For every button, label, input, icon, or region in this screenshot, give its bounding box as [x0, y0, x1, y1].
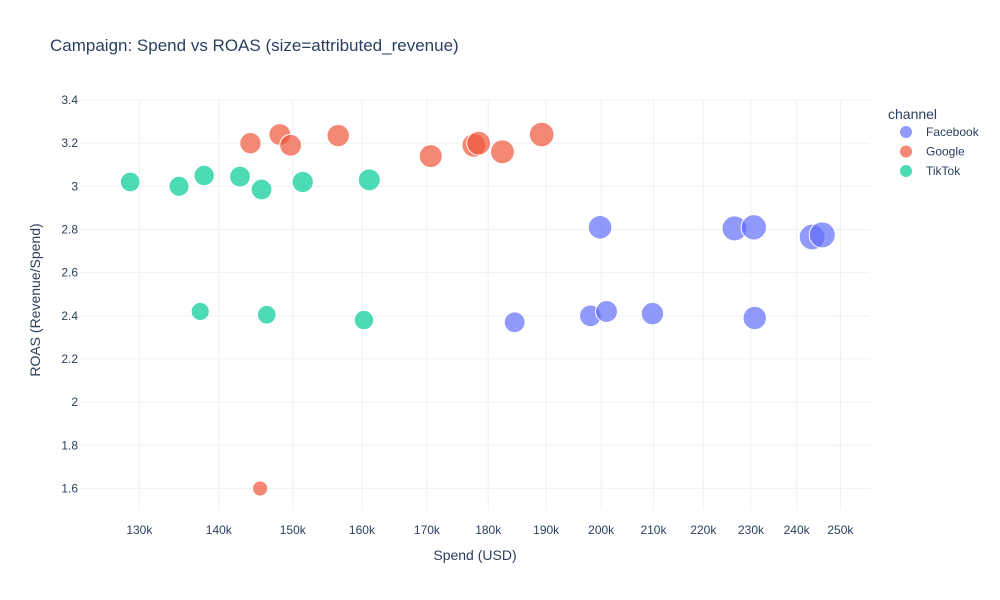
series-facebook: [503, 214, 836, 334]
data-point[interactable]: [193, 164, 215, 187]
legend-title: channel: [888, 106, 937, 122]
data-point[interactable]: [168, 175, 190, 197]
legend-marker: [900, 126, 912, 138]
y-tick-label: 3.4: [61, 93, 78, 107]
x-tick-label: 220k: [690, 523, 717, 537]
x-tick-label: 250k: [827, 523, 854, 537]
data-point[interactable]: [190, 301, 210, 322]
legend-marker: [900, 145, 912, 158]
x-tick-label: 200k: [588, 523, 615, 537]
data-point[interactable]: [353, 309, 375, 331]
y-tick-label: 3: [71, 179, 78, 193]
x-axis-ticks: 130k 140k 150k 160k 170k 180k 190k 200k 210k 220k…: [126, 523, 854, 537]
x-tick-label: 150k: [280, 523, 307, 537]
data-point[interactable]: [252, 480, 269, 497]
y-axis-ticks: 1.6 1.8 2 2.2 2.4 2.6 2.8 3 3.2 3.4: [61, 93, 78, 495]
x-tick-label: 190k: [533, 523, 560, 537]
x-tick-label: 130k: [126, 523, 153, 537]
x-axis-title: Spend (USD): [433, 547, 516, 563]
y-tick-label: 2.8: [61, 222, 78, 236]
y-tick-label: 3.2: [61, 136, 78, 150]
data-point[interactable]: [119, 171, 141, 193]
series-google: [239, 121, 555, 497]
data-point[interactable]: [587, 215, 613, 240]
legend-label: Google: [926, 145, 965, 159]
data-point[interactable]: [595, 299, 618, 323]
x-tick-label: 230k: [738, 523, 765, 537]
data-point[interactable]: [256, 304, 277, 325]
x-tick-label: 240k: [784, 523, 811, 537]
data-point[interactable]: [503, 311, 526, 334]
y-tick-label: 2: [71, 395, 78, 409]
data-point[interactable]: [418, 144, 443, 169]
x-tick-label: 210k: [640, 523, 667, 537]
series-tiktok: [119, 164, 381, 331]
data-point[interactable]: [742, 305, 767, 331]
y-tick-label: 1.8: [61, 438, 78, 452]
x-tick-label: 180k: [475, 523, 502, 537]
y-axis-title: ROAS (Revenue/Spend): [27, 223, 43, 376]
legend-label: TikTok: [926, 164, 961, 178]
data-point[interactable]: [489, 139, 515, 165]
points-layer: [119, 121, 836, 497]
x-tick-label: 170k: [414, 523, 441, 537]
y-tick-label: 2.4: [61, 309, 78, 323]
legend: channel Facebook Google TikTok: [888, 106, 980, 178]
data-point[interactable]: [229, 165, 251, 188]
legend-item-google[interactable]: Google: [900, 145, 965, 159]
y-tick-label: 1.6: [61, 481, 78, 495]
legend-items: Facebook Google TikTok: [900, 125, 980, 178]
y-tick-label: 2.6: [61, 266, 78, 280]
grid-layer: [80, 99, 870, 510]
data-point[interactable]: [357, 168, 381, 192]
x-tick-label: 160k: [349, 523, 376, 537]
legend-marker: [900, 165, 912, 177]
data-point[interactable]: [808, 221, 836, 249]
data-point[interactable]: [466, 130, 492, 156]
data-point[interactable]: [326, 123, 350, 148]
legend-item-facebook[interactable]: Facebook: [900, 125, 980, 139]
data-point[interactable]: [640, 301, 665, 326]
legend-label: Facebook: [926, 125, 980, 139]
legend-item-tiktok[interactable]: TikTok: [900, 164, 961, 178]
data-point[interactable]: [250, 178, 273, 201]
chart-title: Campaign: Spend vs ROAS (size=attributed…: [50, 36, 459, 55]
data-point[interactable]: [740, 214, 767, 241]
x-tick-label: 140k: [206, 523, 233, 537]
y-tick-label: 2.2: [61, 352, 78, 366]
data-point[interactable]: [279, 133, 302, 157]
data-point[interactable]: [239, 131, 262, 155]
data-point[interactable]: [528, 121, 555, 148]
data-point[interactable]: [291, 170, 314, 194]
